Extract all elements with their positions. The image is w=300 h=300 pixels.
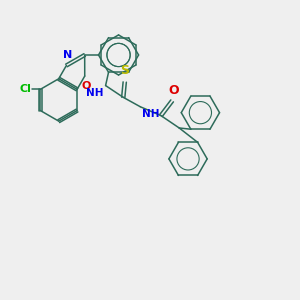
Text: S: S (120, 64, 129, 77)
Text: O: O (168, 84, 179, 97)
Text: NH: NH (86, 88, 103, 98)
Text: O: O (82, 81, 91, 92)
Text: N: N (63, 50, 73, 60)
Text: NH: NH (142, 109, 159, 119)
Text: Cl: Cl (20, 84, 32, 94)
